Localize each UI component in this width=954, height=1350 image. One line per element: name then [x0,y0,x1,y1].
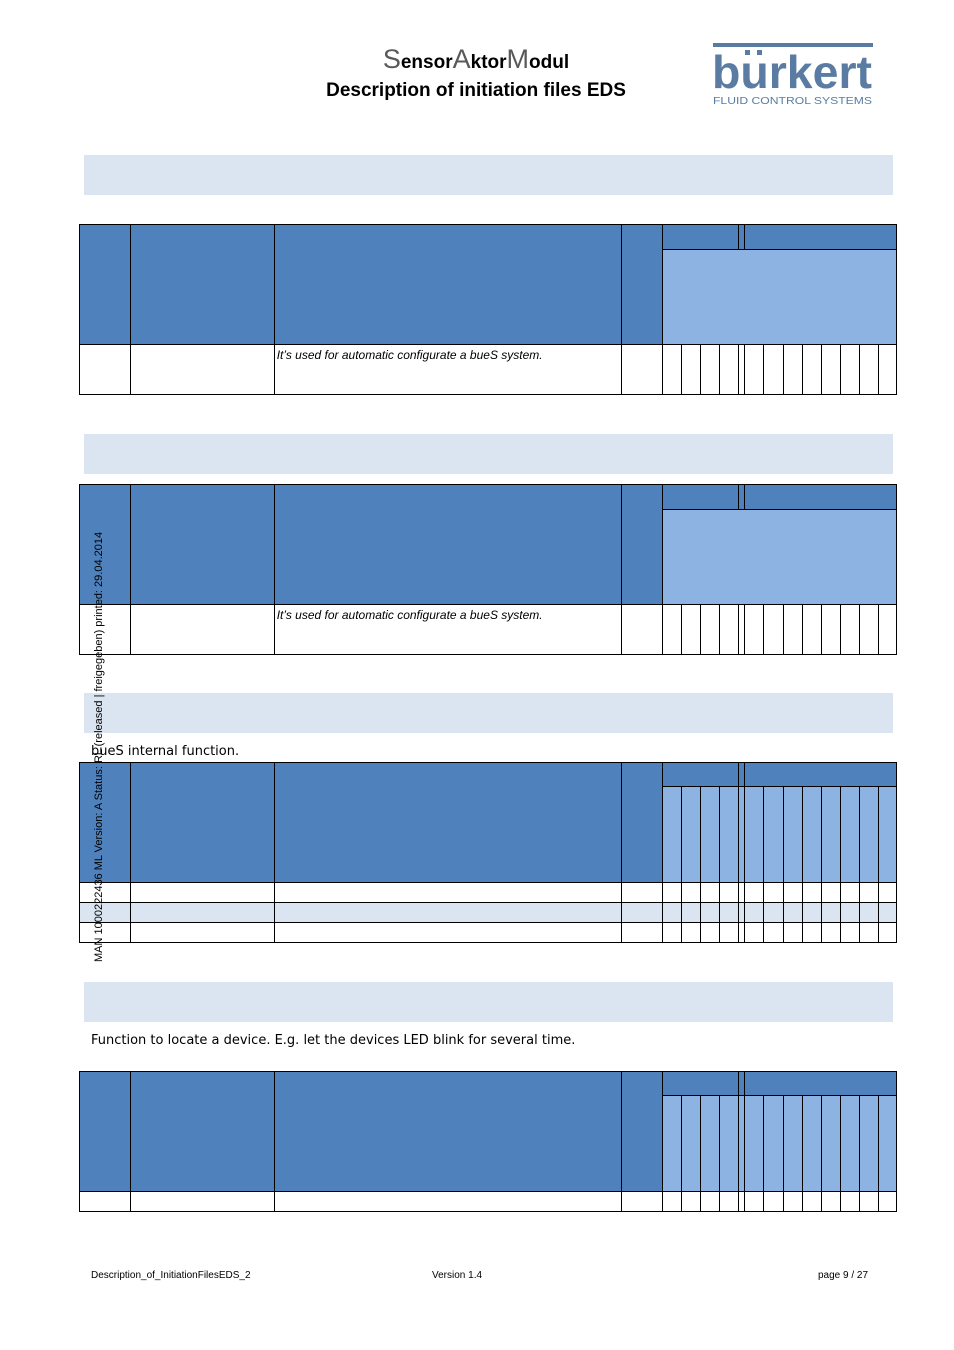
spec-table [78,1071,898,1212]
document-subtitle: Description of initiation files EDS [326,80,626,101]
table-row [78,1191,898,1212]
section-heading-band [84,434,893,474]
table-row [78,922,898,943]
footer-filename: Description_of_InitiationFilesEDS_2 [91,1270,251,1281]
table-row: It’s used for automatic configurate a bu… [78,344,898,395]
svg-text:burkert: burkert [712,46,872,98]
section-heading-band [84,693,893,733]
table-cell-description: It’s used for automatic configurate a bu… [273,604,622,655]
svg-text:FLUID CONTROL SYSTEMS: FLUID CONTROL SYSTEMS [713,95,872,107]
spec-table: It’s used for automatic configurate a bu… [78,224,898,395]
table-row [78,902,898,923]
footer-version: Version 1.4 [432,1270,483,1281]
section-heading-band [84,982,893,1022]
spec-table: It’s used for automatic configurate a bu… [78,484,898,655]
document-control-sidebar-text: MAN 1000222436 ML Version: A Status: RL … [93,531,105,962]
burkert-logo: burkert FLUID CONTROL SYSTEMS [712,43,873,107]
spec-table [78,762,898,943]
section-heading-band [84,155,893,195]
table-row: It’s used for automatic configurate a bu… [78,604,898,655]
table-row [78,882,898,903]
table-cell-description: It’s used for automatic configurate a bu… [273,344,622,395]
footer-page-number: page 9 / 27 [818,1270,869,1281]
document-title: SensorAktorModul [382,44,570,74]
section-description: Function to locate a device. E.g. let th… [91,1033,576,1048]
section-description: bueS internal function. [91,744,240,759]
document-title-block: SensorAktorModul Description of initiati… [260,46,692,102]
